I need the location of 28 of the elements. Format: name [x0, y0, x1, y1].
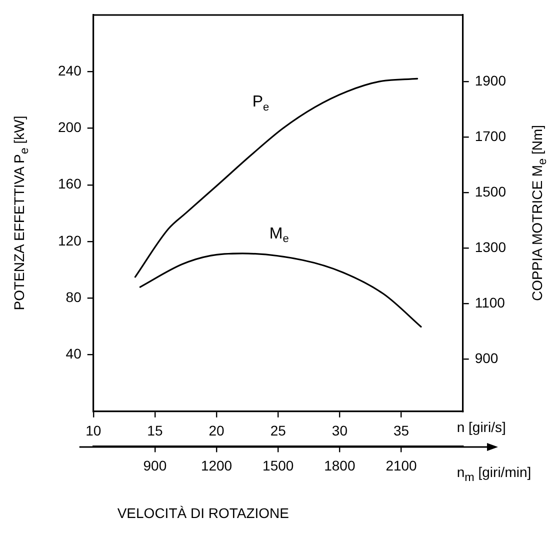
x-tick-label: 25	[270, 422, 286, 439]
x-tick-label: 10	[86, 422, 102, 439]
line-series	[139, 252, 422, 328]
x-tick-label: 20	[208, 422, 225, 439]
line-series	[134, 78, 418, 278]
y2-tick-label: 1700	[474, 128, 506, 144]
x2-tick-label: 1800	[324, 457, 356, 474]
x-tick-label: 30	[332, 422, 348, 439]
y2-tick-label: 1100	[474, 294, 506, 311]
y2-tick-label: 1900	[474, 72, 506, 88]
x-axis-title: n [giri/s]	[456, 419, 506, 436]
x-tick-label: 35	[393, 422, 410, 439]
x2-tick-label: 2100	[386, 457, 418, 474]
y2-tick-label: 900	[474, 350, 498, 366]
y-tick-label: 160	[58, 176, 82, 192]
y-tick-label: 40	[66, 346, 82, 362]
x2-axis-title: n$_{m}$ [giri/min]	[456, 464, 532, 486]
y2-tick-label: 1500	[474, 184, 506, 200]
y-tick-label: 120	[58, 232, 82, 248]
y-tick-label: 80	[66, 289, 82, 305]
x-tick-label: 15	[147, 422, 163, 439]
y2-tick-label: 1300	[474, 239, 506, 256]
text: VELOCITÀ DI ROTAZIONE	[117, 505, 289, 521]
x2-tick-label: 1200	[200, 457, 232, 474]
y-tick-label: 240	[58, 62, 82, 78]
x2-tick-label: 1500	[262, 457, 294, 474]
y-tick-label: 200	[58, 119, 82, 136]
x2-tick-label: 900	[143, 457, 167, 474]
